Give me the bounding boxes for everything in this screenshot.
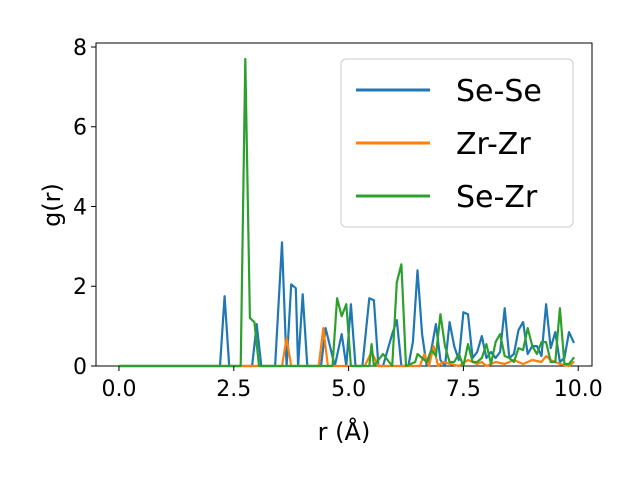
legend-label: Se-Zr <box>456 180 538 215</box>
y-axis-ticks: 0 2 4 6 8 <box>73 36 96 380</box>
x-axis-label: r (Å) <box>318 417 371 446</box>
x-tick-label: 10.0 <box>554 377 603 402</box>
series-layer <box>117 57 575 368</box>
y-tick-label: 6 <box>73 116 87 141</box>
legend: Se-Se Zr-Zr Se-Zr <box>340 58 574 228</box>
legend-label: Se-Se <box>456 74 542 109</box>
x-axis-ticks: 0.0 2.5 5.0 7.5 10.0 <box>101 366 603 402</box>
y-tick-label: 2 <box>73 275 87 300</box>
y-tick-label: 4 <box>73 195 87 220</box>
x-tick-label: 7.5 <box>446 377 481 402</box>
legend-box <box>340 58 574 228</box>
series-line-se-se <box>117 241 575 368</box>
series-line-zr-zr <box>117 327 575 368</box>
x-tick-label: 0.0 <box>101 377 136 402</box>
x-tick-label: 2.5 <box>216 377 251 402</box>
series-line-se-zr <box>117 57 575 368</box>
y-tick-label: 0 <box>73 355 87 380</box>
x-tick-label: 5.0 <box>331 377 366 402</box>
legend-label: Zr-Zr <box>456 127 531 162</box>
y-axis-label: g(r) <box>38 183 66 227</box>
y-tick-label: 8 <box>73 36 87 61</box>
